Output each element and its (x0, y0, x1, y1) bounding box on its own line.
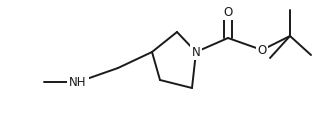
Text: NH: NH (69, 76, 87, 88)
Text: N: N (192, 46, 200, 59)
Text: O: O (223, 5, 233, 19)
Text: O: O (257, 44, 267, 56)
